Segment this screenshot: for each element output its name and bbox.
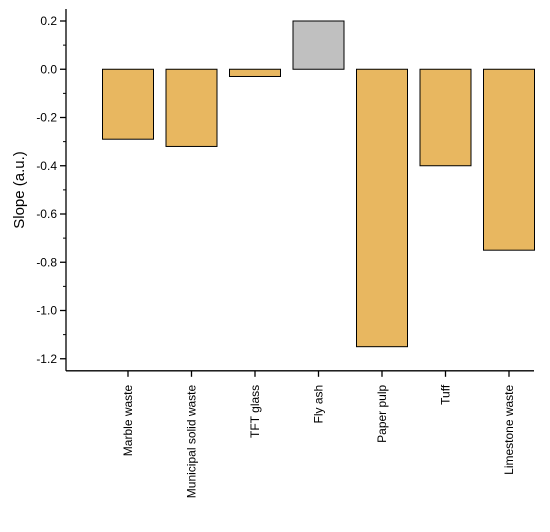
x-tick-label: Fly ash bbox=[312, 385, 326, 424]
y-tick-label: -1.2 bbox=[36, 352, 57, 366]
y-tick-label: -0.6 bbox=[36, 207, 57, 221]
y-tick-label: -0.4 bbox=[36, 159, 57, 173]
x-axis: Marble waste Municipal solid waste TFT gla… bbox=[66, 370, 534, 498]
y-axis: 0.2 0.0 -0.2 -0.4 -0.6 -0.8 -1.0 -1.2 bbox=[36, 8, 67, 371]
x-tick-label: Tuff bbox=[439, 384, 453, 405]
bar-1 bbox=[102, 68, 154, 140]
bar-2 bbox=[165, 68, 218, 147]
y-tick-label: -0.2 bbox=[36, 111, 57, 125]
x-tick-label: TFT glass bbox=[248, 385, 262, 438]
y-tick-label: -1.0 bbox=[36, 304, 57, 318]
x-tick-label: Limestone waste bbox=[502, 384, 516, 474]
y-tick-label: 0.2 bbox=[40, 14, 57, 28]
x-tick-label: Municipal solid waste bbox=[185, 384, 199, 498]
y-tick-label: -0.8 bbox=[36, 255, 57, 269]
bar-6 bbox=[419, 68, 472, 167]
bar-3 bbox=[229, 68, 281, 77]
bar-4 bbox=[292, 20, 345, 70]
y-tick-label: 0.0 bbox=[40, 62, 57, 76]
x-tick-label: Paper pulp bbox=[375, 384, 389, 442]
bar-5 bbox=[356, 68, 408, 348]
bars-group bbox=[102, 20, 535, 348]
y-axis-title: Slope (a.u.) bbox=[11, 151, 28, 229]
bar-7 bbox=[483, 68, 535, 251]
x-tick-label: Marble waste bbox=[121, 385, 135, 457]
